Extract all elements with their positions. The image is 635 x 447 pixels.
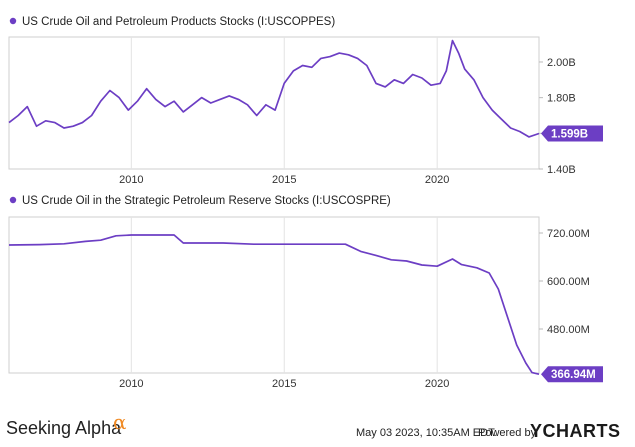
- last-value-label-petroleum: 1.599B: [551, 129, 588, 141]
- last-value-badge-petroleum: 1.599B: [541, 125, 603, 142]
- plot-area-petroleum: [8, 36, 540, 170]
- y-tick-label: 1.80B: [547, 93, 576, 105]
- x-tick-label: 2020: [425, 378, 449, 390]
- chart-spr-stocks: US Crude Oil in the Strategic Petroleum …: [8, 195, 603, 390]
- y-tick-label: 720.00M: [547, 228, 590, 240]
- legend-marker-petroleum: [9, 17, 17, 25]
- x-tick-label: 2010: [119, 378, 143, 390]
- series-line-spr: [8, 234, 540, 376]
- x-tick-label: 2015: [272, 174, 296, 186]
- y-tick-label: 1.40B: [547, 164, 576, 176]
- x-tick-label: 2015: [272, 378, 296, 390]
- chart-petroleum-stocks: US Crude Oil and Petroleum Products Stoc…: [8, 16, 603, 186]
- chart-title-petroleum: US Crude Oil and Petroleum Products Stoc…: [22, 16, 335, 28]
- ycharts-logo: YCHARTS: [530, 421, 621, 441]
- x-tick-label: 2020: [425, 174, 449, 186]
- last-value-label-spr: 366.94M: [551, 369, 596, 381]
- y-tick-label: 600.00M: [547, 276, 590, 288]
- legend-marker-spr: [9, 196, 17, 204]
- seeking-alpha-logo-text: Seeking Alpha: [6, 418, 122, 438]
- series-line-petroleum: [8, 39, 540, 138]
- alpha-icon: α: [113, 410, 127, 434]
- plot-area-spr: [8, 216, 540, 374]
- y-tick-label: 2.00B: [547, 57, 576, 69]
- last-value-badge-spr: 366.94M: [541, 366, 603, 383]
- footer-powered-by: Powered by: [478, 427, 537, 439]
- chart-title-spr: US Crude Oil in the Strategic Petroleum …: [22, 195, 391, 207]
- footer-timestamp: May 03 2023, 10:35AM EDT.: [356, 427, 497, 439]
- y-tick-label: 480.00M: [547, 324, 590, 336]
- x-tick-label: 2010: [119, 174, 143, 186]
